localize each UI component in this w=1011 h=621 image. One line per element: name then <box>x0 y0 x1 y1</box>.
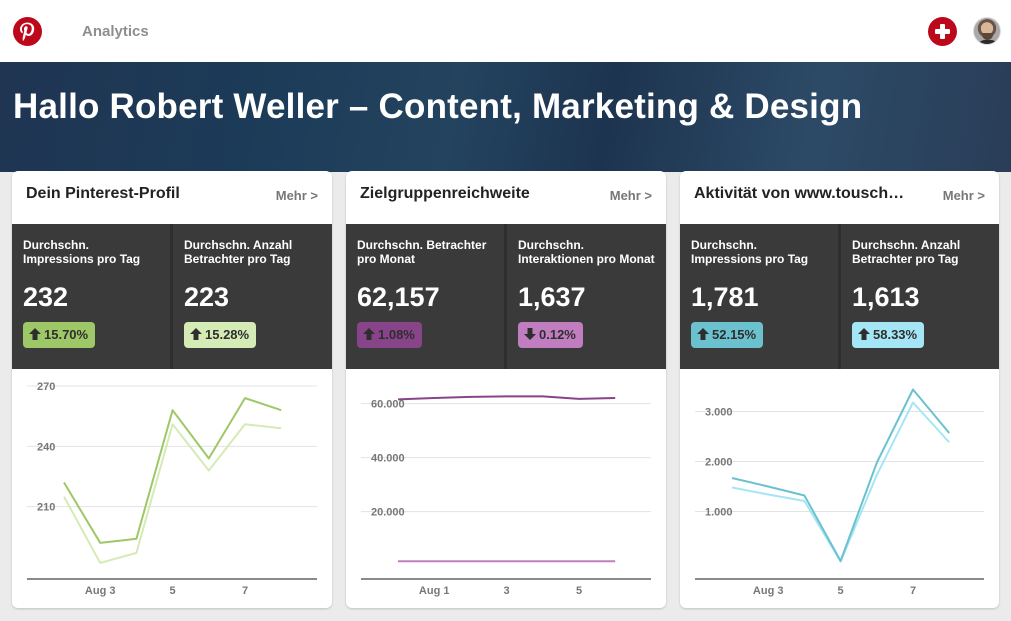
arrow-up-icon <box>190 323 202 340</box>
stat-value: 1,637 <box>518 282 586 312</box>
arrow-down-icon <box>524 323 536 340</box>
arrow-up-icon <box>697 323 709 340</box>
y-tick-label: 3.000 <box>705 407 733 419</box>
stat-value: 232 <box>23 282 69 312</box>
card-title: Zielgruppenreichweite <box>360 185 530 202</box>
avatar-beard <box>982 33 993 40</box>
header-banner: Hallo Robert Weller – Content, Marketing… <box>0 62 1011 172</box>
change-value: 52.15% <box>712 327 757 342</box>
change-badge: 0.12% <box>518 322 583 348</box>
stat-label: Durchschn. Betrachter pro Monat <box>357 238 487 266</box>
stat-label: Durchschn. Impressions pro Tag <box>691 238 809 266</box>
stats-panel: Durchschn. Betrachter pro Monat 62,157 1… <box>346 224 666 369</box>
arrow-up-icon <box>29 323 41 340</box>
x-tick-label: 7 <box>910 585 916 597</box>
card-audience-reach: Zielgruppenreichweite Mehr > Durchschn. … <box>346 171 666 608</box>
x-tick-label: 3 <box>504 585 510 597</box>
x-tick-label: 7 <box>242 585 248 597</box>
series-line-betrachter <box>731 401 950 563</box>
series-line-impressions <box>63 397 282 544</box>
x-tick-label: 5 <box>838 585 844 597</box>
pinterest-logo-icon[interactable] <box>13 17 42 46</box>
x-tick-label: 5 <box>170 585 176 597</box>
change-value: 15.28% <box>205 327 250 342</box>
change-value: 0.12% <box>539 327 576 342</box>
card-title: Aktivität von www.tousch… <box>694 185 905 202</box>
line-chart: 1.000 2.000 3.000 Aug 3 5 7 <box>680 369 999 608</box>
change-value: 15.70% <box>44 327 89 342</box>
change-badge: 15.28% <box>184 322 257 348</box>
stat-label: Durchschn. Interaktionen pro Monat <box>518 238 655 266</box>
card-header: Zielgruppenreichweite Mehr > <box>346 171 666 224</box>
card-header: Dein Pinterest-Profil Mehr > <box>12 171 332 224</box>
stat-value: 62,157 <box>357 282 440 312</box>
user-avatar[interactable] <box>973 17 1001 45</box>
stat-value: 1,781 <box>691 282 759 312</box>
y-tick-label: 60.000 <box>371 399 405 411</box>
y-tick-label: 40.000 <box>371 453 405 465</box>
arrow-up-icon <box>858 323 870 340</box>
top-bar: Analytics <box>0 0 1011 62</box>
stat-label: Durchschn. Impressions pro Tag <box>23 238 141 266</box>
stat-impressions: Durchschn. Impressions pro Tag 232 15.70… <box>12 224 170 369</box>
card-pinterest-profile: Dein Pinterest-Profil Mehr > Durchschn. … <box>12 171 332 608</box>
y-tick-label: 210 <box>37 502 55 514</box>
x-tick-label: Aug 3 <box>753 585 784 597</box>
series-line-impressions <box>731 388 950 562</box>
stats-panel: Durchschn. Impressions pro Tag 232 15.70… <box>12 224 332 369</box>
y-tick-label: 1.000 <box>705 507 733 519</box>
card-title: Dein Pinterest-Profil <box>26 185 180 202</box>
stat-label: Durchschn. Anzahl Betrachter pro Tag <box>852 238 961 266</box>
change-value: 58.33% <box>873 327 918 342</box>
y-tick-label: 240 <box>37 441 55 453</box>
change-badge: 58.33% <box>852 322 925 348</box>
change-badge: 15.70% <box>23 322 96 348</box>
stat-monthly-interactions: Durchschn. Interaktionen pro Monat 1,637… <box>507 224 665 369</box>
more-link[interactable]: Mehr > <box>942 188 985 203</box>
series-line-betrachter <box>397 395 616 401</box>
change-value: 1.08% <box>378 327 415 342</box>
line-chart: 210 240 270 Aug 3 5 7 <box>12 369 332 608</box>
y-tick-label: 20.000 <box>371 507 405 519</box>
stat-value: 1,613 <box>852 282 920 312</box>
avatar-shirt <box>977 40 999 44</box>
x-tick-label: 5 <box>576 585 582 597</box>
card-website-activity: Aktivität von www.tousch… Mehr > Durchsc… <box>680 171 999 608</box>
stat-monthly-viewers: Durchschn. Betrachter pro Monat 62,157 1… <box>346 224 504 369</box>
stat-viewers: Durchschn. Anzahl Betrachter pro Tag 223… <box>173 224 331 369</box>
page-title: Hallo Robert Weller – Content, Marketing… <box>13 87 863 126</box>
line-chart: 20.000 40.000 60.000 Aug 1 3 5 <box>346 369 666 608</box>
series-line-betrachter <box>63 423 282 564</box>
card-header: Aktivität von www.tousch… Mehr > <box>680 171 999 224</box>
stat-divider <box>170 224 173 369</box>
change-badge: 1.08% <box>357 322 422 348</box>
stat-impressions: Durchschn. Impressions pro Tag 1,781 52.… <box>680 224 838 369</box>
chart-svg: 20.000 40.000 60.000 Aug 1 3 5 <box>361 395 651 597</box>
stat-value: 223 <box>184 282 230 312</box>
stats-panel: Durchschn. Impressions pro Tag 1,781 52.… <box>680 224 999 369</box>
chart-svg: 1.000 2.000 3.000 Aug 3 5 7 <box>695 388 984 597</box>
x-tick-label: Aug 1 <box>419 585 450 597</box>
stat-viewers: Durchschn. Anzahl Betrachter pro Tag 1,6… <box>841 224 999 369</box>
more-link[interactable]: Mehr > <box>609 188 652 203</box>
app-title[interactable]: Analytics <box>82 23 149 40</box>
x-tick-label: Aug 3 <box>85 585 116 597</box>
y-tick-label: 2.000 <box>705 457 733 469</box>
change-badge: 52.15% <box>691 322 764 348</box>
chart-svg: 210 240 270 Aug 3 5 7 <box>27 381 317 597</box>
stat-divider <box>838 224 841 369</box>
y-tick-label: 270 <box>37 381 55 393</box>
stat-divider <box>504 224 507 369</box>
arrow-up-icon <box>363 323 375 340</box>
more-link[interactable]: Mehr > <box>275 188 318 203</box>
stat-label: Durchschn. Anzahl Betrachter pro Tag <box>184 238 293 266</box>
add-button[interactable] <box>928 17 957 46</box>
